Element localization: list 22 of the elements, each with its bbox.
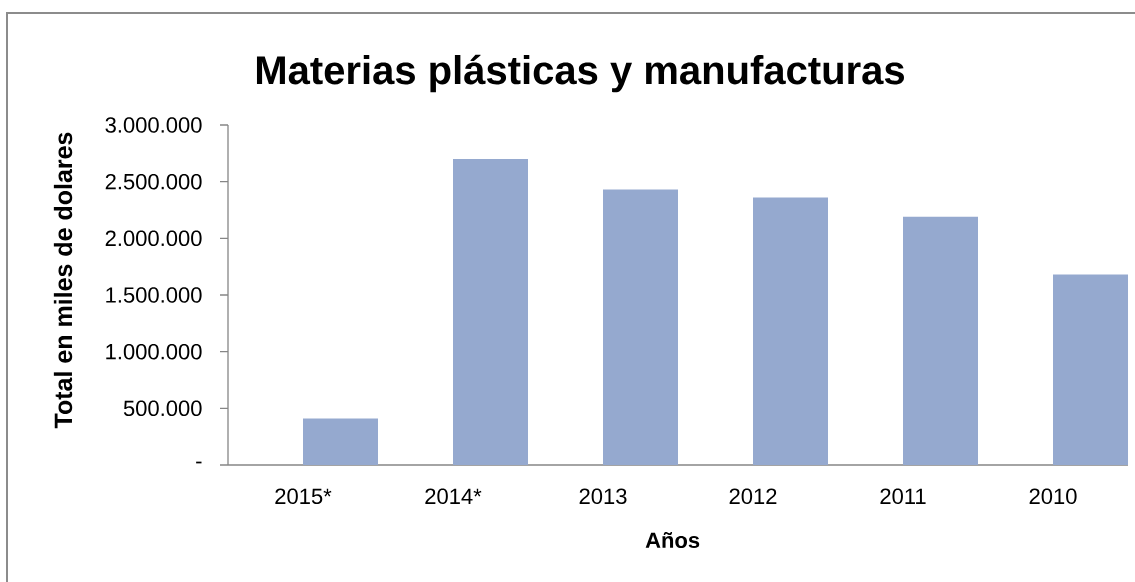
x-tick-label: 2013 [579,488,627,505]
x-tick-label: 2010 [1029,488,1077,505]
x-axis-title: Años [645,531,700,549]
y-tick-label: 2.000.000 [105,230,202,247]
y-tick-label: 500.000 [123,400,202,417]
y-tick-label: - [196,461,202,464]
bar [753,197,828,465]
y-tick-label: 2.500.000 [105,173,202,190]
y-tick-label: 3.000.000 [105,117,202,133]
y-tick-label: 1.500.000 [106,287,202,303]
bar [603,189,678,465]
bar [453,159,528,465]
y-tick-label: 1.000.000 [106,343,202,360]
x-tick-label: 2011 [880,488,926,505]
chart-title: Materias plásticas y manufacturas [256,54,904,93]
x-tick-label: 2014* [425,488,482,505]
x-tick-label: 2015* [275,488,332,505]
bar [903,216,978,465]
bar [1053,274,1129,465]
y-axis-title: Total en miles de dolares [53,132,73,429]
x-tick-label: 2012 [729,488,777,505]
bar [303,418,378,465]
